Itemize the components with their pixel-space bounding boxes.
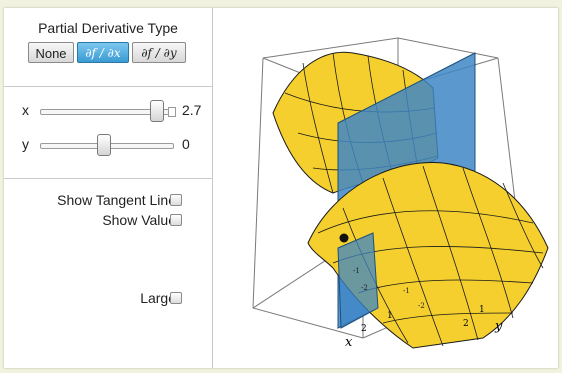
x-slider-end-marker <box>168 107 176 117</box>
show-value-label: Show Value <box>102 212 176 228</box>
show-value-checkbox[interactable] <box>170 214 182 226</box>
x-slider-label: x <box>22 102 29 118</box>
axis-x-label: x <box>345 335 353 350</box>
tick-neg-4: -2 <box>418 302 425 310</box>
x-slider-value: 2.7 <box>182 102 202 118</box>
large-label: Large <box>140 290 176 306</box>
tick-neg-3: -1 <box>403 287 410 295</box>
partial-derivative-title: Partial Derivative Type <box>38 20 178 36</box>
3d-viewer[interactable]: x y 2 1 2 1 -1 -2 -1 -2 <box>213 8 558 368</box>
surface-plot[interactable]: x y 2 1 2 1 -1 -2 -1 -2 <box>213 8 558 368</box>
y-slider-thumb[interactable] <box>97 134 111 156</box>
df-dx-button[interactable]: ∂f / ∂x <box>77 42 129 63</box>
evaluation-point[interactable] <box>339 233 349 243</box>
control-panel: Partial Derivative Type None ∂f / ∂x ∂f … <box>4 8 213 368</box>
y-slider-label: y <box>22 136 29 152</box>
divider <box>4 86 212 87</box>
y-slider-value: 0 <box>182 136 190 152</box>
show-tangent-line-checkbox[interactable] <box>170 194 182 206</box>
none-button[interactable]: None <box>28 42 74 63</box>
show-tangent-line-label: Show Tangent Line <box>57 192 176 208</box>
tick-y-1: 1 <box>479 305 485 315</box>
x-slider-thumb[interactable] <box>150 100 164 122</box>
tick-y-2: 2 <box>463 319 469 329</box>
app-frame: Partial Derivative Type None ∂f / ∂x ∂f … <box>4 8 558 368</box>
large-checkbox[interactable] <box>170 292 182 304</box>
tick-x-2: 2 <box>361 324 367 334</box>
df-dy-button[interactable]: ∂f / ∂y <box>132 42 186 63</box>
slice-plane-front <box>337 232 379 329</box>
tick-neg-1: -1 <box>353 267 360 275</box>
tick-neg-2: -2 <box>361 284 368 292</box>
axis-y-label: y <box>494 319 503 334</box>
tick-x-1: 1 <box>387 311 393 321</box>
divider <box>4 178 212 179</box>
